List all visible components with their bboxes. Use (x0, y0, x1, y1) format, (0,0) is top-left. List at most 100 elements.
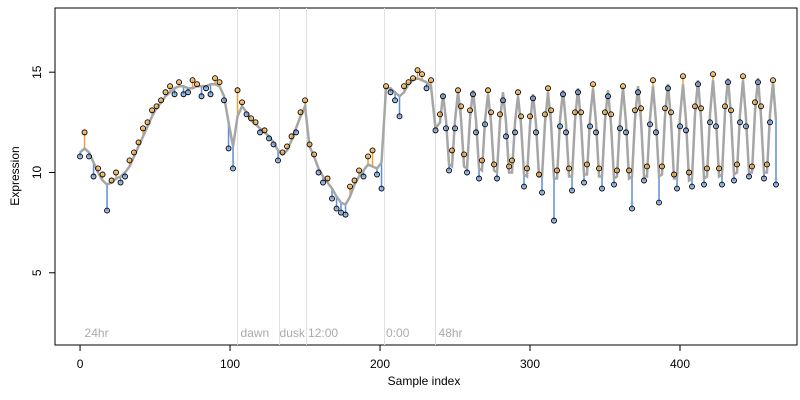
data-point (414, 67, 421, 74)
data-point (149, 107, 155, 114)
data-point (707, 119, 713, 126)
data-point (461, 151, 467, 158)
data-point (248, 115, 254, 122)
data-point (686, 169, 692, 176)
data-point (77, 153, 83, 160)
data-point (659, 163, 665, 170)
data-point (701, 181, 707, 188)
data-point (530, 95, 536, 102)
data-point (500, 97, 506, 104)
data-point (692, 103, 698, 110)
data-point (725, 79, 731, 86)
data-point (491, 161, 497, 168)
data-point (587, 123, 593, 130)
phase-label: dusk (280, 326, 306, 340)
data-point (734, 161, 740, 168)
data-point (746, 173, 752, 180)
data-point (581, 179, 587, 186)
data-point (225, 145, 232, 152)
data-point (239, 99, 245, 106)
data-point (446, 167, 452, 174)
data-point (131, 149, 137, 156)
data-point (626, 167, 632, 174)
data-point (674, 185, 680, 192)
data-point (752, 99, 758, 106)
data-point (521, 183, 527, 190)
data-point (356, 167, 362, 174)
data-point (315, 169, 322, 176)
data-point (578, 109, 584, 116)
data-point (401, 83, 407, 90)
data-point (557, 123, 563, 130)
data-point (662, 105, 668, 112)
data-point (293, 129, 299, 136)
data-point (731, 177, 737, 184)
data-point (575, 89, 581, 96)
data-point (764, 161, 770, 168)
plot-frame (54, 7, 798, 346)
data-point (554, 167, 560, 174)
data-point (365, 153, 371, 160)
data-point (605, 93, 611, 100)
data-point (153, 103, 160, 110)
data-point (207, 91, 214, 98)
data-point (99, 171, 106, 178)
data-point (536, 171, 542, 178)
data-point (279, 149, 286, 156)
x-tick-label: 200 (370, 357, 390, 371)
data-point (761, 175, 767, 182)
data-point (479, 157, 485, 164)
data-point (680, 73, 686, 80)
data-point (653, 129, 659, 136)
data-point (117, 179, 124, 186)
data-point (140, 125, 146, 132)
data-point (737, 119, 743, 126)
data-point (176, 79, 182, 86)
data-point (533, 129, 539, 136)
data-point (710, 71, 716, 78)
data-point (755, 79, 761, 86)
data-point (405, 79, 412, 86)
data-point (572, 109, 578, 116)
data-point (488, 109, 494, 116)
data-point (641, 177, 647, 184)
data-point (506, 163, 512, 170)
data-point (288, 133, 295, 140)
data-point (767, 119, 773, 126)
data-point (104, 207, 110, 214)
data-point (437, 111, 443, 118)
data-point (515, 89, 521, 96)
data-point (306, 141, 313, 148)
data-point (482, 121, 488, 128)
data-point (599, 185, 605, 192)
data-point (126, 157, 133, 164)
data-point (503, 133, 509, 140)
data-point (171, 91, 178, 98)
data-point (668, 109, 674, 116)
data-point (428, 77, 434, 84)
data-point (302, 97, 308, 104)
data-point (387, 89, 394, 96)
data-point (203, 85, 209, 92)
phase-label: 24hr (85, 326, 109, 340)
data-point (230, 165, 236, 172)
y-tick-label: 5 (30, 269, 44, 276)
data-point (423, 85, 430, 92)
data-point (650, 77, 656, 84)
data-point (324, 175, 331, 182)
data-point (677, 123, 683, 130)
data-point (689, 183, 695, 190)
data-point (539, 189, 545, 196)
data-point (369, 147, 376, 154)
data-point (548, 107, 554, 114)
data-point (698, 105, 704, 112)
data-point (347, 183, 353, 190)
data-point (452, 125, 458, 132)
data-point (86, 153, 92, 160)
data-point (551, 217, 557, 224)
data-point (563, 129, 569, 136)
data-point (113, 169, 119, 176)
data-point (545, 85, 551, 92)
data-point (713, 123, 719, 130)
